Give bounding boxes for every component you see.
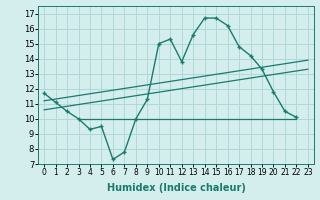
X-axis label: Humidex (Indice chaleur): Humidex (Indice chaleur) <box>107 183 245 193</box>
